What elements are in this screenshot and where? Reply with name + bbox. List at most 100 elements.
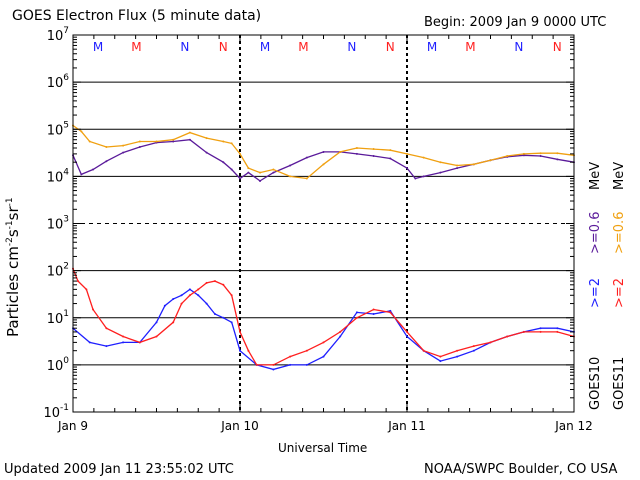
data-point	[389, 157, 392, 160]
data-point	[105, 146, 108, 149]
data-point	[472, 345, 475, 348]
data-point	[372, 308, 375, 311]
legend-mev-1: MeV	[588, 161, 603, 190]
data-point	[239, 349, 241, 352]
data-point	[322, 163, 325, 166]
data-point	[472, 349, 475, 352]
data-point	[172, 140, 175, 143]
data-point	[197, 294, 200, 297]
data-point	[205, 281, 208, 284]
data-point	[88, 341, 91, 344]
data-point	[205, 151, 208, 154]
y-axis-label-sup1: -2	[5, 237, 15, 247]
data-point	[522, 154, 525, 157]
mn-marker: N	[514, 40, 523, 54]
x-axis-label: Universal Time	[278, 441, 368, 455]
data-point	[213, 280, 216, 283]
data-point	[372, 155, 375, 158]
mn-marker: N	[386, 40, 395, 54]
data-point	[272, 363, 275, 366]
data-point	[339, 335, 342, 338]
mn-marker: N	[347, 40, 356, 54]
mn-marker: M	[427, 40, 437, 54]
data-point	[439, 171, 442, 174]
data-point	[406, 167, 408, 170]
data-point	[439, 161, 442, 164]
data-point	[85, 288, 88, 291]
data-point	[339, 150, 342, 153]
data-point	[372, 148, 375, 151]
data-point	[205, 137, 208, 140]
legend-mev-2: MeV	[612, 161, 627, 190]
data-point	[180, 294, 183, 297]
data-point	[422, 156, 425, 159]
mn-marker: M	[131, 40, 141, 54]
data-point	[389, 149, 392, 152]
y-axis-label-mid: s	[4, 229, 22, 238]
data-point	[138, 146, 141, 149]
data-point	[322, 355, 325, 358]
y-tick-label: 106	[47, 73, 70, 91]
data-point	[289, 175, 292, 178]
series-line	[72, 124, 575, 180]
data-point	[155, 321, 158, 324]
data-point	[422, 175, 425, 178]
data-point	[406, 330, 408, 333]
legend-goes11: GOES11	[612, 356, 627, 410]
data-point	[247, 349, 250, 352]
data-point	[355, 316, 358, 319]
y-tick-label: 103	[47, 215, 69, 233]
data-point	[322, 150, 325, 153]
data-point	[122, 144, 125, 147]
mn-marker: N	[180, 40, 189, 54]
data-point	[372, 313, 375, 316]
data-point	[188, 294, 191, 297]
data-point	[472, 163, 475, 166]
data-point	[355, 311, 358, 314]
y-tick-label: 105	[47, 120, 69, 138]
x-tick-labels: Jan 9 Jan 10 Jan 11 Jan 12	[57, 419, 593, 433]
data-point	[222, 283, 225, 286]
y-axis-label-mid2: sr	[4, 206, 22, 221]
data-point	[138, 341, 141, 344]
data-point	[255, 363, 258, 366]
data-point	[522, 330, 525, 333]
y-axis-label-main: Particles cm	[4, 246, 22, 337]
data-point	[105, 327, 108, 330]
legend-ge06-goes10: >=0.6	[588, 211, 603, 254]
legend-ge06-goes11: >=0.6	[612, 211, 627, 254]
series-line	[72, 268, 575, 366]
data-point	[188, 288, 191, 291]
data-point	[556, 327, 559, 330]
data-point	[289, 164, 292, 167]
data-point	[272, 168, 275, 171]
mn-marker: M	[93, 40, 103, 54]
axis-ticks	[72, 34, 575, 413]
updated-time: Updated 2009 Jan 11 23:55:02 UTC	[4, 462, 234, 477]
data-point	[230, 321, 233, 324]
data-point	[456, 349, 459, 352]
data-point	[456, 164, 459, 167]
data-point	[205, 302, 208, 305]
data-point	[155, 335, 158, 338]
data-point	[259, 179, 262, 182]
data-point	[213, 313, 216, 316]
mn-marker: M	[298, 40, 308, 54]
data-point	[506, 155, 509, 158]
data-point	[172, 321, 175, 324]
data-point	[92, 168, 95, 171]
y-tick-label: 10-1	[43, 403, 69, 421]
data-point	[305, 349, 308, 352]
data-point	[539, 330, 542, 333]
data-point	[539, 327, 542, 330]
data-point	[389, 311, 392, 314]
data-point	[422, 349, 425, 352]
data-point	[197, 288, 200, 291]
mn-marker: M	[465, 40, 475, 54]
data-point	[155, 140, 158, 143]
data-point	[180, 302, 183, 305]
data-point	[188, 131, 191, 134]
data-point	[339, 330, 342, 333]
